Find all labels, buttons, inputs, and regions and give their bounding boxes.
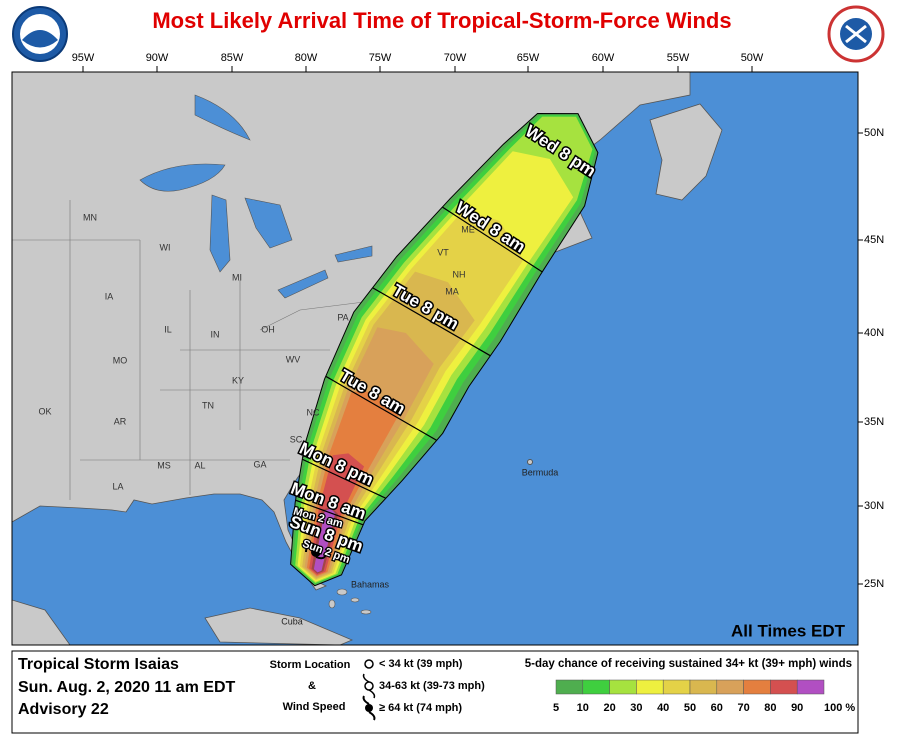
state-label: MN [83,212,97,222]
state-label: MO [113,355,128,365]
bermuda-island [527,459,533,465]
latitude-label: 40N [864,327,884,339]
location-legend-entry: < 34 kt (39 mph) [379,658,463,670]
scale-swatch [689,679,718,695]
scale-label: 5 [553,702,559,714]
latitude-label: 35N [864,416,884,428]
scale-swatch [716,679,744,695]
state-label: MI [232,272,242,282]
scale-swatch [636,679,664,695]
map-frame [11,71,859,646]
scale-label: 70 [737,702,749,714]
state-label: PA [337,312,348,322]
mexico [12,599,71,645]
state-label: VT [437,247,449,257]
latitude-label: 45N [864,234,884,246]
cuba [204,607,354,645]
scale-swatch [662,679,691,695]
location-legend-entry: ≥ 64 kt (74 mph) [379,702,462,714]
longitude-label: 80W [295,52,318,64]
longitude-label: 75W [369,52,392,64]
state-label: MS [157,460,171,470]
longitude-label: 50W [741,52,764,64]
bahamas [328,588,372,615]
state-label: ME [461,224,475,234]
weak-symbol [364,659,374,669]
scale-label: 30 [630,702,642,714]
title: Most Likely Arrival Time of Tropical-Sto… [152,8,731,33]
state-label: AL [194,460,205,470]
state-label: AR [114,416,127,426]
footer-panel [11,650,859,734]
scale-swatch [796,679,825,695]
scale-label: 90 [791,702,803,714]
storm-date: Sun. Aug. 2, 2020 11 am EDT [18,679,235,696]
latitude-label: 25N [864,578,884,590]
map: MN WI MI IA IL IN OH MO KY WV OK AR TN M… [12,72,858,645]
scale-swatch [555,679,584,695]
latitude-label: 30N [864,500,884,512]
place-label: Cuba [281,616,303,626]
state-label: IA [105,291,114,301]
place-label: Bermuda [522,467,559,477]
state-label: OK [38,406,51,416]
location-legend-subtitle: Wind Speed [283,701,346,713]
storm-name: Tropical Storm Isaias [18,656,179,673]
state-label: NH [453,269,466,279]
great-lakes [139,94,373,299]
scale-swatch [582,679,610,695]
noaa-logo [12,6,68,62]
state-label: SC [290,434,303,444]
ticks [82,66,863,585]
advisory: Advisory 22 [18,701,109,718]
scale-label: 60 [711,702,723,714]
state-label: OH [261,324,275,334]
probability-title: 5-day chance of receiving sustained 34+ … [525,658,852,670]
wind-swath [290,112,599,587]
longitude-label: 95W [72,52,95,64]
longitude-label: 85W [221,52,244,64]
storm-symbol [305,544,327,560]
scale-label: 50 [684,702,696,714]
longitude-label: 70W [444,52,467,64]
newfoundland [649,103,723,201]
state-label: GA [253,459,266,469]
scale-label: 10 [577,702,589,714]
longitude-label: 90W [146,52,169,64]
scale-label: 100 % [824,702,855,714]
state-borders [12,200,381,500]
scale-label: 20 [603,702,615,714]
location-legend-amp: & [308,680,316,692]
location-legend-entry: 34-63 kt (39-73 mph) [379,680,485,692]
place-label: Bahamas [351,579,390,589]
location-legend-title: Storm Location [270,659,351,671]
state-label: WI [160,242,171,252]
scale-label: 80 [764,702,776,714]
state-label: LA [112,481,123,491]
latitude-label: 50N [864,127,884,139]
ts-symbol [362,673,376,699]
longitude-label: 55W [667,52,690,64]
time-zone-note: All Times EDT [731,621,846,640]
scale-swatch [770,679,798,695]
swath-band [313,508,336,573]
state-label: TN [202,400,214,410]
scale-swatch [609,679,637,695]
scale-label: 40 [657,702,669,714]
longitude-label: 65W [517,52,540,64]
state-label: NC [307,407,320,417]
state-label: IL [164,324,172,334]
nws-logo [827,5,885,63]
state-label: MA [445,286,459,296]
hurricane-symbol [362,695,376,721]
scale-swatch [743,679,771,695]
state-label: KY [232,375,244,385]
longitude-label: 60W [592,52,615,64]
probability-scale: 5 10 20 30 40 50 60 70 80 90 100 % [553,679,855,714]
state-label: WV [286,354,301,364]
state-label: IN [211,329,220,339]
